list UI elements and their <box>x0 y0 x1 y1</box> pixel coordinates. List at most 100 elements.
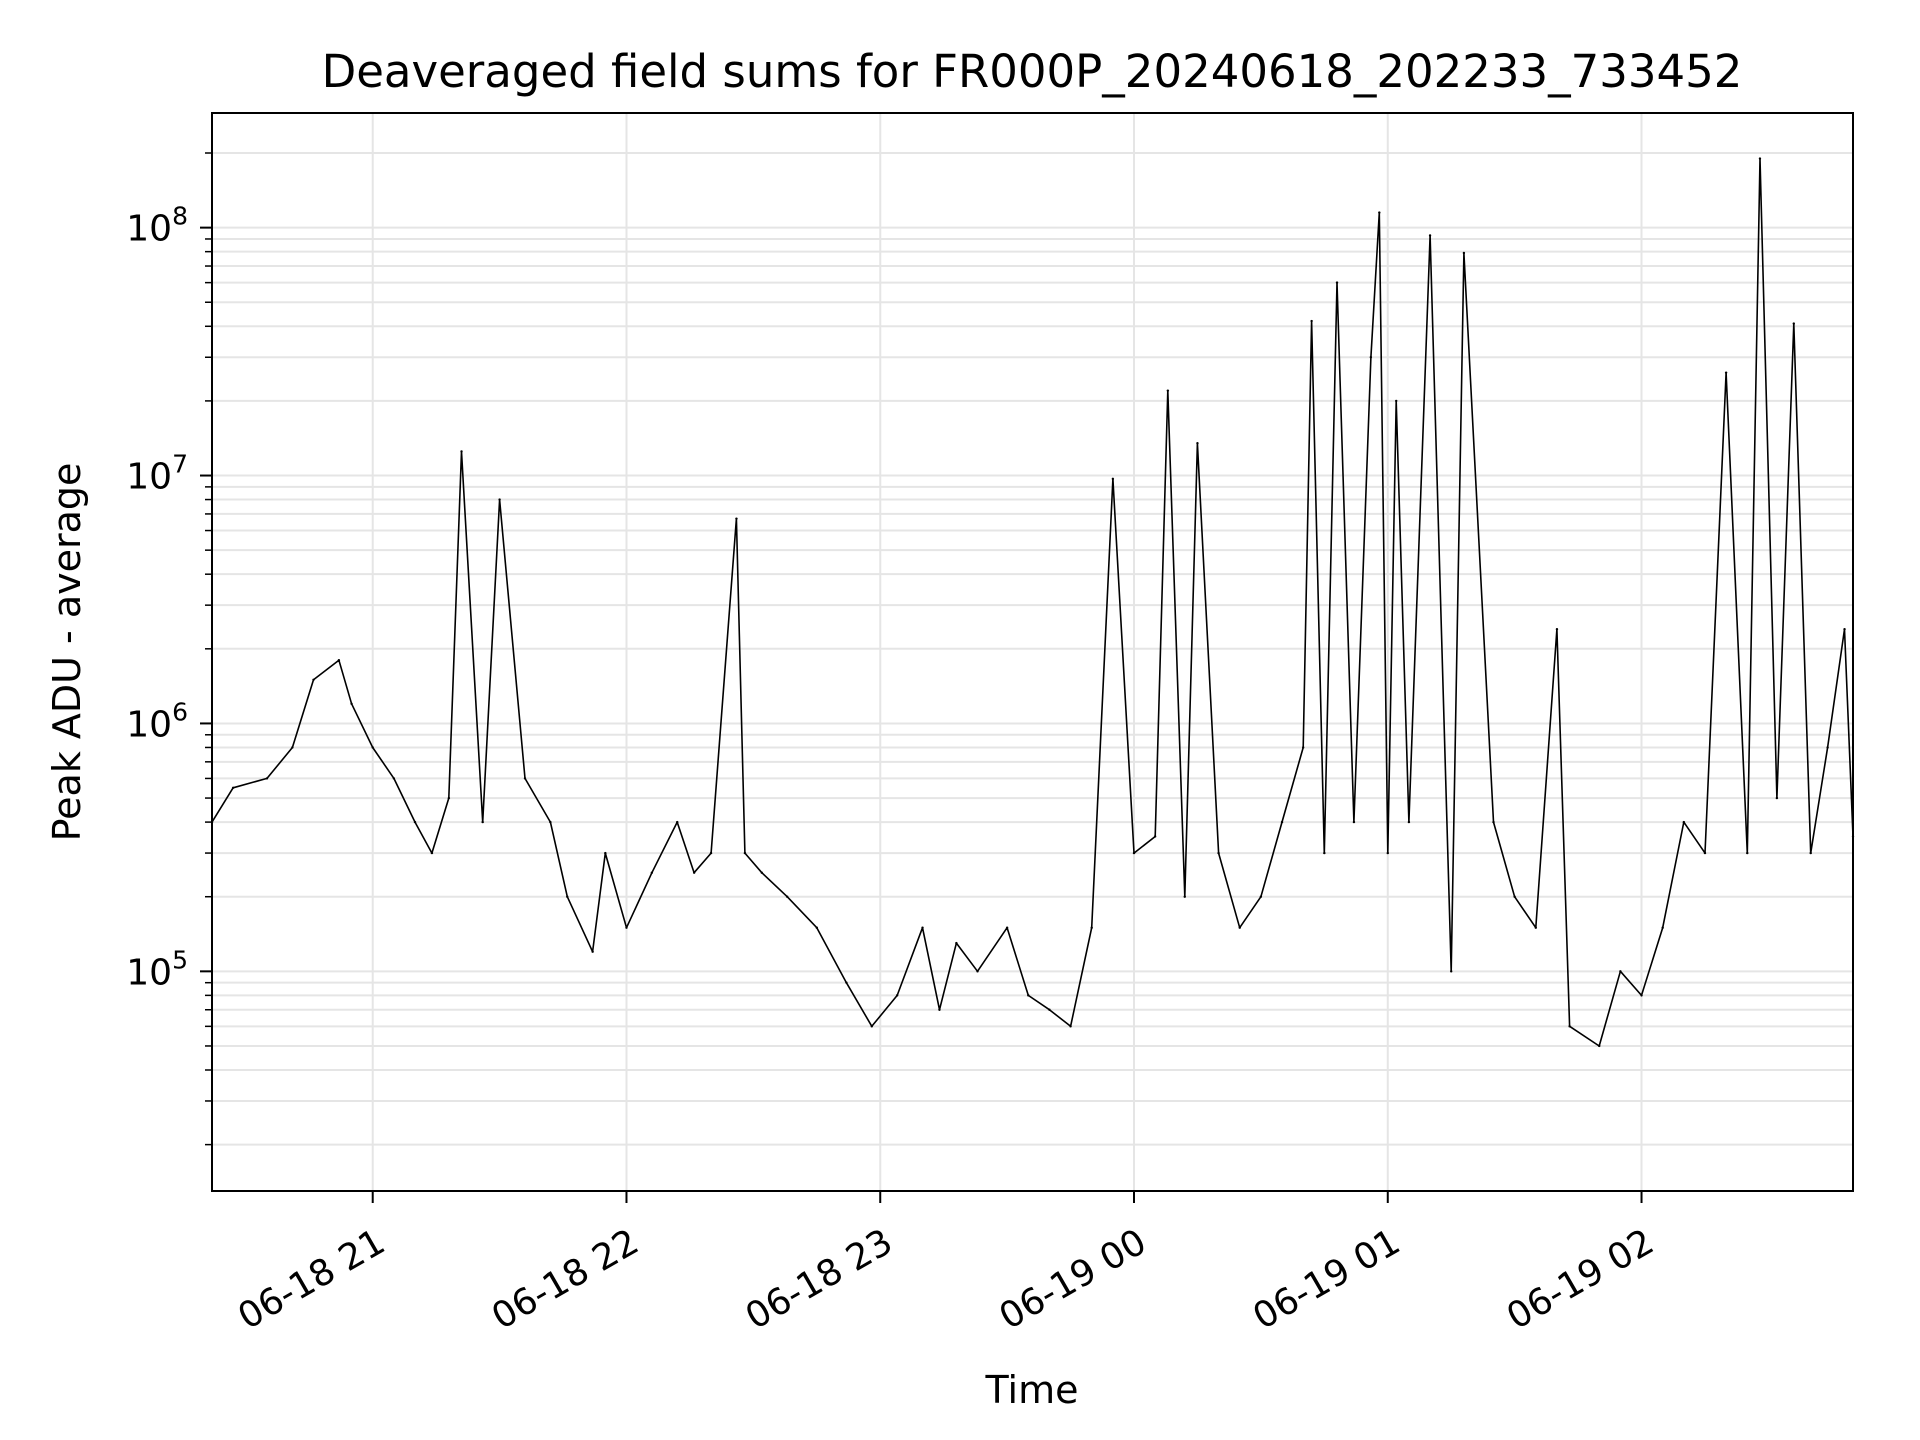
y-tick-label: 108 <box>126 202 188 250</box>
data-point <box>312 678 315 681</box>
data-point <box>1534 926 1537 929</box>
data-point <box>1217 851 1220 855</box>
data-point <box>591 950 594 953</box>
data-point <box>1703 851 1707 855</box>
data-point <box>413 820 417 824</box>
data-point <box>1746 851 1749 855</box>
data-point <box>371 746 374 749</box>
data-point <box>1775 796 1779 800</box>
data-point <box>1555 627 1559 631</box>
data-point <box>625 926 628 929</box>
data-point <box>1153 835 1157 838</box>
y-tick-label: 106 <box>126 697 188 745</box>
data-point <box>815 926 819 929</box>
data-point <box>676 820 679 824</box>
data-point <box>498 498 501 501</box>
data-point <box>1310 319 1313 323</box>
data-point <box>1826 746 1829 749</box>
data-point <box>1183 895 1186 898</box>
data-point <box>1352 820 1356 824</box>
data-point <box>350 702 353 706</box>
data-point <box>743 851 747 855</box>
y-tick-label-exponent: 8 <box>172 202 188 231</box>
data-point <box>1238 926 1241 929</box>
data-point <box>1682 820 1686 824</box>
data-point <box>1513 895 1516 898</box>
data-point <box>692 871 696 874</box>
data-point <box>709 851 713 855</box>
data-point <box>1462 251 1466 255</box>
data-point <box>1280 820 1284 824</box>
data-point <box>955 941 958 945</box>
y-tick-label-exponent: 5 <box>172 945 188 974</box>
data-point <box>1568 1025 1571 1028</box>
data-point <box>549 820 552 824</box>
data-point <box>760 871 764 874</box>
data-point <box>604 851 607 855</box>
data-point <box>1027 994 1030 997</box>
y-tick-label: 107 <box>126 450 188 498</box>
data-point <box>1450 970 1453 973</box>
y-tick-label-exponent: 7 <box>172 450 188 479</box>
data-point <box>1395 399 1398 403</box>
data-point <box>1196 442 1199 445</box>
data-point <box>566 895 569 898</box>
data-point <box>938 1008 941 1011</box>
y-tick-label-exponent: 6 <box>172 697 188 726</box>
data-point <box>291 746 294 749</box>
data-point <box>1386 851 1389 855</box>
data-point <box>1378 211 1381 214</box>
data-point <box>1323 851 1326 855</box>
y-tick-label: 105 <box>126 945 188 993</box>
data-point <box>1428 234 1432 237</box>
y-tick-label-base: 10 <box>126 209 172 250</box>
data-point <box>1301 746 1305 749</box>
data-point <box>735 517 738 520</box>
data-point <box>650 871 654 874</box>
data-point <box>1132 851 1136 855</box>
data-point <box>1809 851 1812 855</box>
data-point <box>1069 1025 1072 1028</box>
data-point <box>1090 926 1093 929</box>
plot-frame <box>211 112 1854 1192</box>
data-point <box>447 796 451 800</box>
data-point <box>392 777 396 780</box>
grid-layer <box>212 113 1853 1191</box>
data-point <box>337 658 341 662</box>
data-point <box>1005 926 1009 929</box>
data-point <box>231 786 235 790</box>
data-point <box>976 970 979 973</box>
data-point <box>265 777 269 780</box>
data-point <box>845 981 848 984</box>
data-point <box>1166 389 1170 392</box>
data-point <box>430 851 434 855</box>
data-point <box>1724 371 1728 374</box>
data-point <box>785 895 789 898</box>
data-point <box>1619 970 1622 973</box>
data-point <box>1758 157 1762 160</box>
y-tick-label-base: 10 <box>126 457 172 498</box>
data-point <box>1640 994 1643 997</box>
chart-title: Deaveraged field sums for FR000P_2024061… <box>322 45 1743 98</box>
x-axis-label: Time <box>985 1368 1079 1412</box>
data-point <box>1048 1008 1051 1011</box>
data-point <box>921 926 924 929</box>
data-point <box>1335 281 1339 284</box>
data-point <box>1792 322 1795 325</box>
data-point <box>1111 477 1115 481</box>
data-point <box>1407 820 1411 824</box>
data-point <box>481 820 484 824</box>
data-point <box>1843 627 1846 631</box>
data-point <box>460 450 463 453</box>
y-tick-label-base: 10 <box>126 952 172 993</box>
y-tick-label-base: 10 <box>126 704 172 745</box>
y-axis-label: Peak ADU - average <box>45 463 89 842</box>
data-point <box>1259 895 1263 898</box>
data-point <box>1369 356 1373 359</box>
data-point <box>1598 1044 1601 1048</box>
data-point <box>1661 926 1664 929</box>
data-point <box>523 777 527 780</box>
